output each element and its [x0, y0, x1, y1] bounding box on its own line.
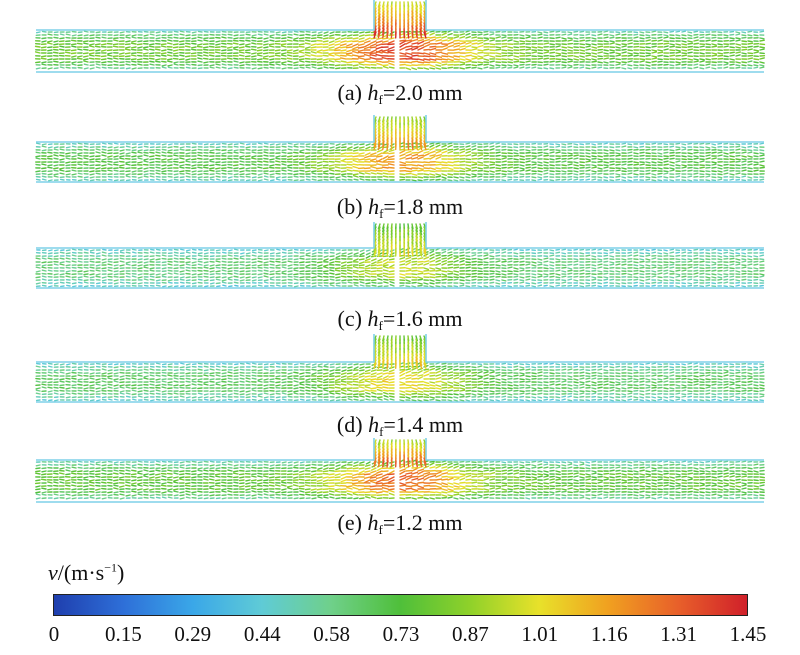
panel-label: (a)	[337, 80, 368, 105]
panel-value: =1.8 mm	[383, 194, 464, 219]
pipe-wall	[36, 334, 764, 403]
pipe-wall	[36, 222, 764, 289]
panel-var-sub: f	[379, 206, 384, 221]
velocity-vector-field	[34, 438, 766, 503]
legend-unit-suffix: )	[117, 560, 125, 585]
pipe-wall	[36, 0, 764, 73]
flow-panel: (b) hf=1.8 mm	[0, 110, 800, 221]
velocity-vector-field	[35, 115, 765, 183]
flow-panel: (e) hf=1.2 mm	[0, 438, 800, 544]
colorbar-tick-label: 0.87	[452, 622, 489, 646]
panel-var: h	[367, 510, 379, 535]
panel-var: h	[368, 194, 380, 219]
colorbar-tick-label: 0.58	[313, 622, 350, 646]
colorbar-tick-label: 1.01	[521, 622, 559, 646]
velocity-vector-field	[35, 334, 765, 403]
colorbar-tick-label: 0	[48, 622, 60, 646]
panel-value: =2.0 mm	[382, 80, 463, 105]
colorbar-tick-label: 1.16	[590, 622, 628, 646]
colorbar-tick-label: 1.45	[729, 622, 767, 646]
legend-unit-exp: −1	[104, 560, 117, 575]
colorbar-tick-label: 0.44	[243, 622, 281, 646]
panel-var-sub: f	[378, 92, 383, 107]
velocity-vector-field	[34, 0, 766, 73]
panel-var: h	[368, 412, 380, 437]
legend-var: v	[48, 560, 58, 585]
colorbar-tick-label: 0.73	[382, 622, 420, 646]
panel-caption: (e) hf=1.2 mm	[0, 510, 800, 543]
colorbar	[53, 594, 748, 616]
panel-caption: (a) hf=2.0 mm	[0, 80, 800, 113]
panel-caption: (b) hf=1.8 mm	[0, 194, 800, 227]
panel-value: =1.6 mm	[382, 306, 463, 331]
colorbar-tick-labels: 0 0.15 0.29 0.44 0.58 0.73 0.87 1.01 1.16 1.31 1.4…	[0, 622, 800, 652]
panel-value: =1.2 mm	[382, 510, 463, 535]
panel-label: (c)	[337, 306, 368, 331]
flow-panel: (c) hf=1.6 mm	[0, 218, 800, 333]
flow-panel: (d) hf=1.4 mm	[0, 330, 800, 439]
panel-label: (b)	[336, 194, 369, 219]
pipe-wall	[36, 438, 764, 503]
panel-label: (d)	[336, 412, 369, 437]
pipe-wall	[36, 115, 764, 183]
colorbar-tick-label: 0.29	[174, 622, 212, 646]
panel-var: h	[367, 80, 379, 105]
panel-var-sub: f	[378, 318, 383, 333]
panel-caption: (c) hf=1.6 mm	[0, 306, 800, 339]
velocity-vector-field	[35, 222, 765, 289]
panel-var-sub: f	[378, 522, 383, 537]
panel-var-sub: f	[379, 424, 384, 439]
legend-unit-prefix: /(m·s	[57, 560, 105, 585]
panel-value: =1.4 mm	[383, 412, 464, 437]
flow-panel: (a) hf=2.0 mm	[0, 0, 800, 110]
panel-caption: (d) hf=1.4 mm	[0, 412, 800, 445]
panel-label: (e)	[337, 510, 368, 535]
colorbar-tick-label: 1.31	[660, 622, 697, 646]
legend-title: v/(m·s−1)	[48, 560, 124, 586]
colorbar-tick-label: 0.15	[105, 622, 142, 646]
panel-var: h	[367, 306, 379, 331]
